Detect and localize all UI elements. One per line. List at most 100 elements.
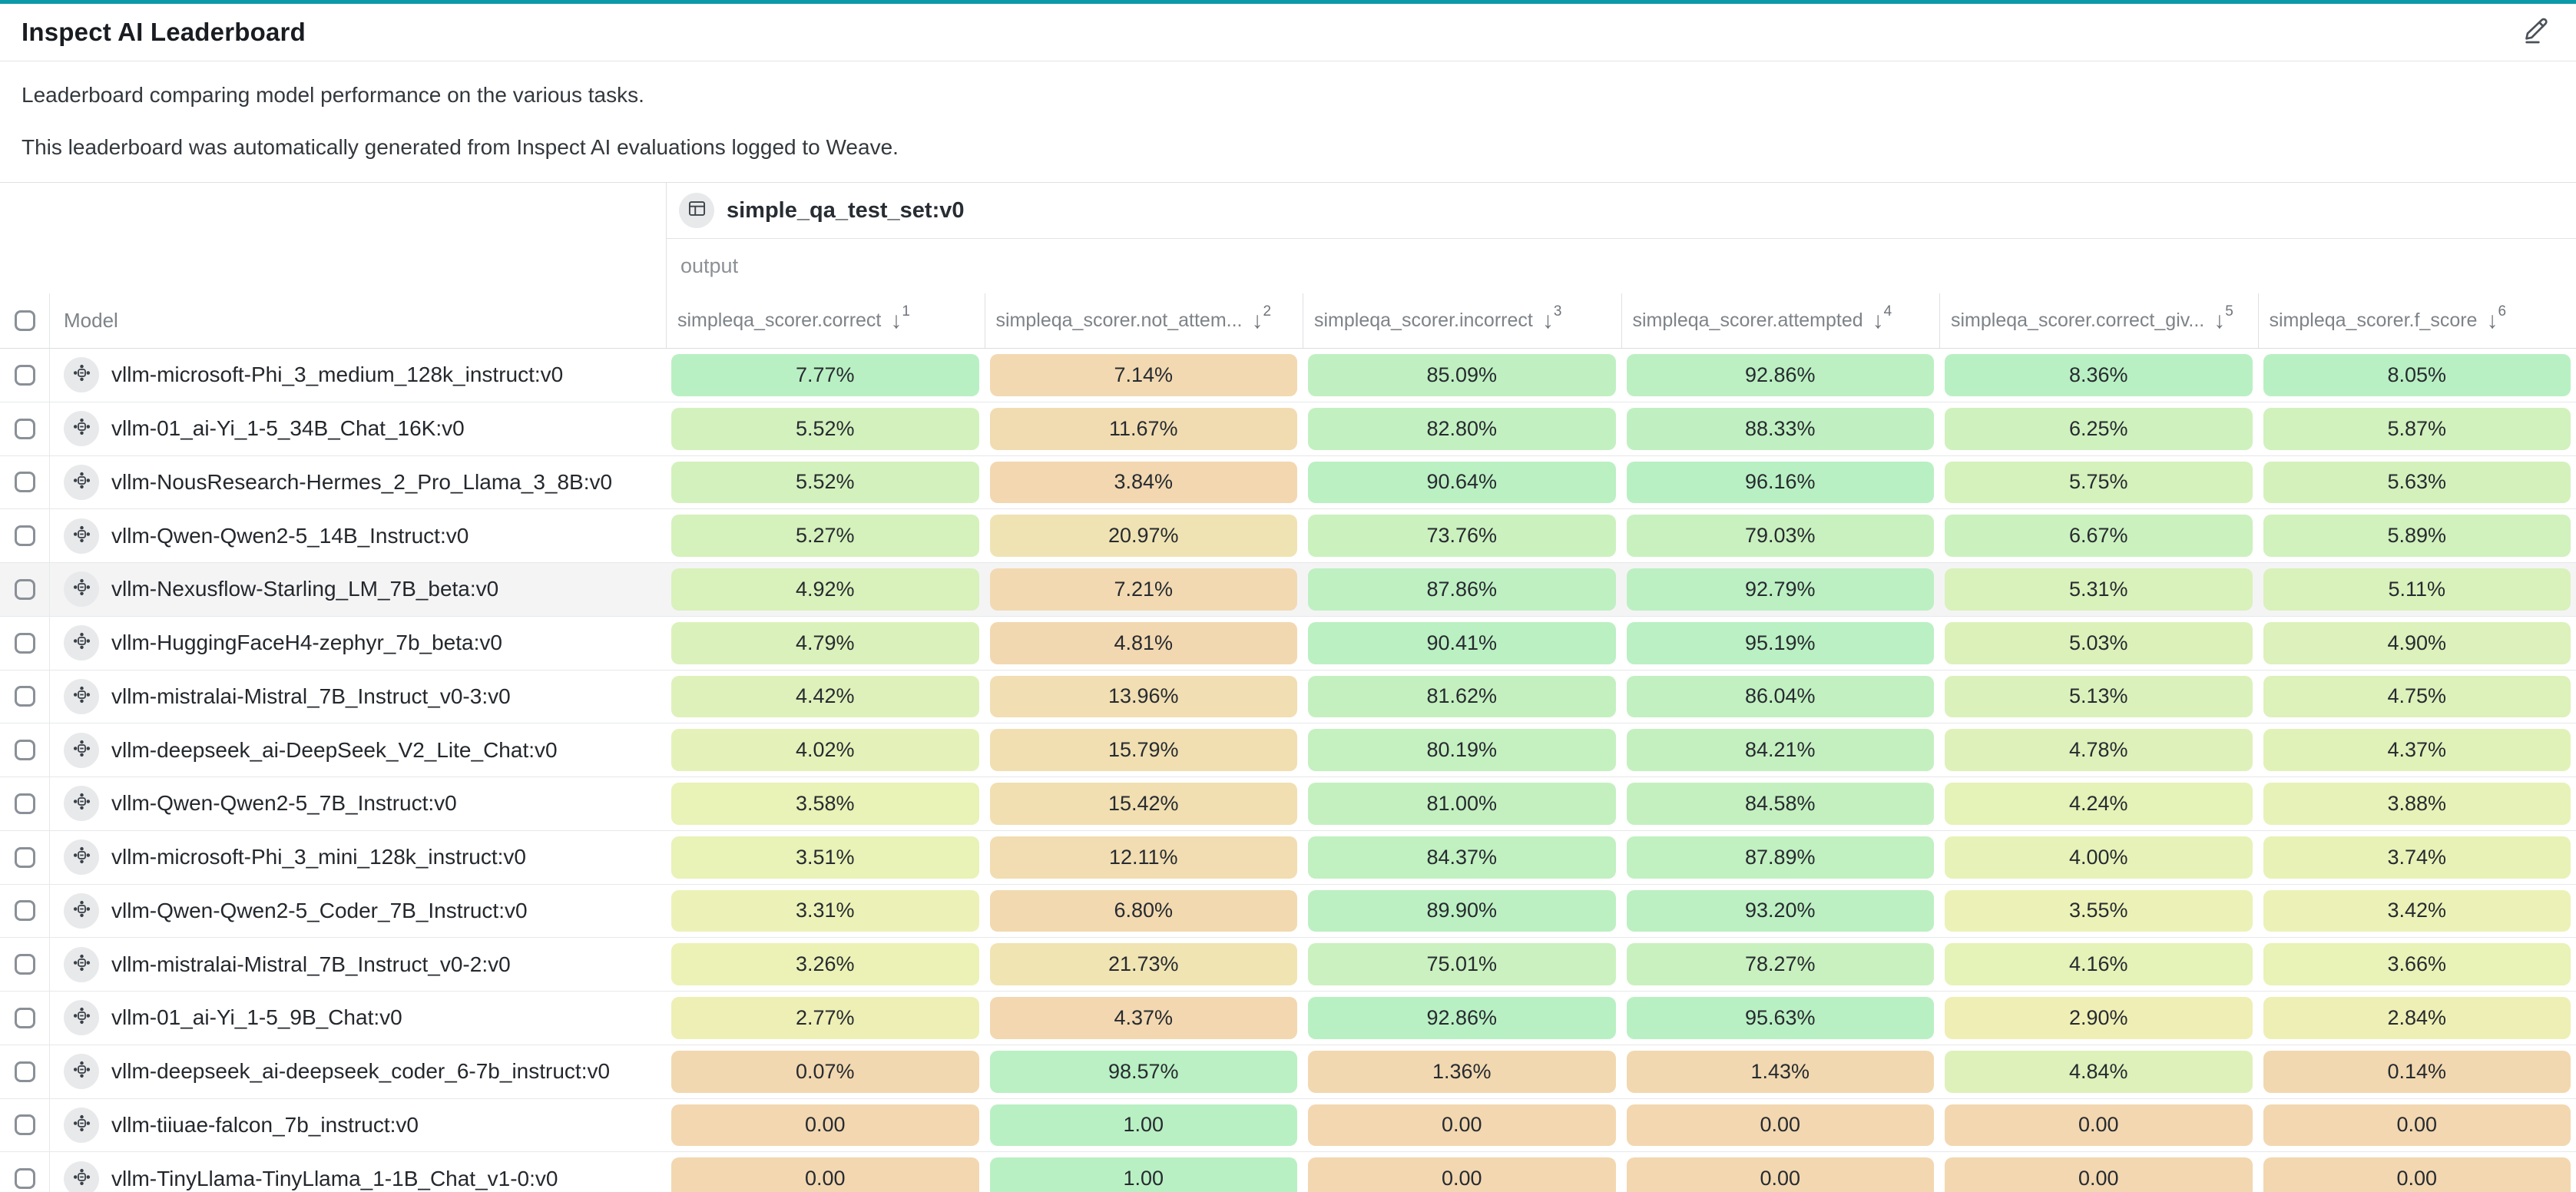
model-name[interactable]: vllm-Qwen-Qwen2-5_7B_Instruct:v0 <box>111 791 457 816</box>
row-checkbox[interactable] <box>14 418 35 439</box>
metric-value-cell: 0.00 <box>2258 1152 2576 1192</box>
metric-value-pill: 2.90% <box>1945 997 2253 1039</box>
select-all-checkbox[interactable] <box>14 310 35 331</box>
row-checkbox[interactable] <box>14 525 35 547</box>
metric-value-pill: 95.19% <box>1626 621 1934 664</box>
metric-value-pill: 2.84% <box>2263 997 2571 1039</box>
metric-value-pill: 0.07% <box>671 1050 979 1093</box>
model-name[interactable]: vllm-deepseek_ai-deepseek_coder_6-7b_ins… <box>111 1059 611 1084</box>
row-checkbox[interactable] <box>14 793 35 814</box>
dataset-group-header[interactable]: simple_qa_test_set:v0 <box>666 183 2576 239</box>
table-row: vllm-deepseek_ai-deepseek_coder_6-7b_ins… <box>0 1045 2576 1099</box>
metric-column-header[interactable]: simpleqa_scorer.correct ↓ 1 <box>666 293 985 348</box>
model-name[interactable]: vllm-Qwen-Qwen2-5_Coder_7B_Instruct:v0 <box>111 898 528 922</box>
metric-value-pill: 87.89% <box>1626 836 1934 879</box>
metric-value-cell: 15.79% <box>985 723 1303 776</box>
row-checkbox[interactable] <box>14 900 35 922</box>
metric-value-cell: 8.05% <box>2258 349 2576 402</box>
row-checkbox[interactable] <box>14 686 35 707</box>
metric-value-cell: 5.27% <box>666 509 985 562</box>
metric-value-cell: 90.64% <box>1303 456 1621 509</box>
row-checkbox[interactable] <box>14 364 35 386</box>
metric-value-cell: 11.67% <box>985 402 1303 455</box>
arrow-down-icon: ↓ <box>2486 307 2498 333</box>
metric-value-pill: 4.81% <box>989 621 1297 664</box>
row-checkbox[interactable] <box>14 578 35 600</box>
metric-value-pill: 3.55% <box>1945 889 2253 932</box>
metric-column-header[interactable]: simpleqa_scorer.incorrect ↓ 3 <box>1303 293 1621 348</box>
model-name[interactable]: vllm-01_ai-Yi_1-5_9B_Chat:v0 <box>111 1005 402 1030</box>
row-checkbox[interactable] <box>14 1168 35 1190</box>
row-checkbox[interactable] <box>14 472 35 493</box>
model-name[interactable]: vllm-Qwen-Qwen2-5_14B_Instruct:v0 <box>111 523 469 548</box>
metric-value-cell: 92.79% <box>1621 563 1940 616</box>
metric-value-pill: 82.80% <box>1308 407 1616 450</box>
row-checkbox[interactable] <box>14 1061 35 1082</box>
sort-desc-icon[interactable]: ↓ 3 <box>1542 304 1562 333</box>
row-checkbox-cell <box>0 456 49 509</box>
model-icon <box>71 577 92 601</box>
model-icon <box>71 1167 92 1191</box>
model-name[interactable]: vllm-microsoft-Phi_3_mini_128k_instruct:… <box>111 845 526 869</box>
metric-column-header[interactable]: simpleqa_scorer.not_attem... ↓ 2 <box>984 293 1303 348</box>
metric-value-pill: 7.77% <box>671 354 979 396</box>
metric-column-header[interactable]: simpleqa_scorer.attempted ↓ 4 <box>1621 293 1940 348</box>
metric-value-pill: 78.27% <box>1626 943 1934 985</box>
model-name[interactable]: vllm-Nexusflow-Starling_LM_7B_beta:v0 <box>111 577 499 601</box>
metric-column-header[interactable]: simpleqa_scorer.correct_giv... ↓ 5 <box>1939 293 2258 348</box>
model-name[interactable]: vllm-deepseek_ai-DeepSeek_V2_Lite_Chat:v… <box>111 737 558 762</box>
model-name[interactable]: vllm-mistralai-Mistral_7B_Instruct_v0-3:… <box>111 684 511 708</box>
metric-value-pill: 0.14% <box>2263 1050 2571 1093</box>
sort-desc-icon[interactable]: ↓ 5 <box>2213 304 2233 333</box>
metric-value-pill: 4.24% <box>1945 783 2253 825</box>
metric-value-cell: 8.36% <box>1939 349 2258 402</box>
metric-value-pill: 92.79% <box>1626 568 1934 611</box>
metric-value-cell: 84.21% <box>1621 723 1940 776</box>
model-cell: vllm-mistralai-Mistral_7B_Instruct_v0-3:… <box>49 670 666 723</box>
row-checkbox[interactable] <box>14 1114 35 1136</box>
page-title: Inspect AI Leaderboard <box>22 18 306 46</box>
row-checkbox[interactable] <box>14 632 35 654</box>
column-header-row: Model simpleqa_scorer.correct ↓ 1 simpleq… <box>0 293 2576 349</box>
model-name[interactable]: vllm-mistralai-Mistral_7B_Instruct_v0-2:… <box>111 952 511 976</box>
sort-desc-icon[interactable]: ↓ 1 <box>890 304 910 333</box>
metric-value-cell: 4.00% <box>1939 831 2258 884</box>
sort-rank-badge: 6 <box>2498 303 2507 320</box>
model-name[interactable]: vllm-HuggingFaceH4-zephyr_7b_beta:v0 <box>111 631 502 655</box>
edit-button[interactable] <box>2518 14 2554 51</box>
model-name[interactable]: vllm-microsoft-Phi_3_medium_128k_instruc… <box>111 363 564 387</box>
row-checkbox-cell <box>0 349 49 402</box>
sort-desc-icon[interactable]: ↓ 2 <box>1252 304 1272 333</box>
metric-value-cell: 4.78% <box>1939 723 2258 776</box>
model-name[interactable]: vllm-NousResearch-Hermes_2_Pro_Llama_3_8… <box>111 469 613 494</box>
metric-value-pill: 1.00 <box>989 1104 1297 1147</box>
row-checkbox-cell <box>0 723 49 776</box>
sort-desc-icon[interactable]: ↓ 6 <box>2486 304 2506 333</box>
metric-value-pill: 5.11% <box>2263 568 2571 611</box>
sort-desc-icon[interactable]: ↓ 4 <box>1872 304 1892 333</box>
table-row: vllm-mistralai-Mistral_7B_Instruct_v0-2:… <box>0 938 2576 992</box>
table-row: vllm-Qwen-Qwen2-5_14B_Instruct:v0 5.27% … <box>0 509 2576 563</box>
model-name[interactable]: vllm-TinyLlama-TinyLlama_1-1B_Chat_v1-0:… <box>111 1166 558 1190</box>
model-name[interactable]: vllm-tiiuae-falcon_7b_instruct:v0 <box>111 1112 419 1137</box>
metric-value-pill: 3.51% <box>671 836 979 879</box>
model-icon <box>71 1113 92 1137</box>
row-checkbox[interactable] <box>14 1007 35 1028</box>
metric-value-cell: 80.19% <box>1303 723 1621 776</box>
metric-value-cell: 1.00 <box>985 1152 1303 1192</box>
metric-value-pill: 4.02% <box>671 729 979 771</box>
model-name[interactable]: vllm-01_ai-Yi_1-5_34B_Chat_16K:v0 <box>111 416 465 441</box>
metric-value-pill: 81.00% <box>1308 783 1616 825</box>
metric-value-pill: 1.36% <box>1308 1050 1616 1093</box>
metric-value-cell: 20.97% <box>985 509 1303 562</box>
row-checkbox[interactable] <box>14 954 35 975</box>
metric-value-cell: 3.88% <box>2258 777 2576 830</box>
metric-column-header[interactable]: simpleqa_scorer.f_score ↓ 6 <box>2257 293 2576 348</box>
metric-value-cell: 3.58% <box>666 777 985 830</box>
metric-value-cell: 81.00% <box>1303 777 1621 830</box>
row-checkbox[interactable] <box>14 740 35 761</box>
model-cell: vllm-Qwen-Qwen2-5_14B_Instruct:v0 <box>49 509 666 562</box>
model-icon-circle <box>64 357 99 393</box>
metric-value-cell: 0.00 <box>1939 1099 2258 1152</box>
row-checkbox[interactable] <box>14 846 35 868</box>
